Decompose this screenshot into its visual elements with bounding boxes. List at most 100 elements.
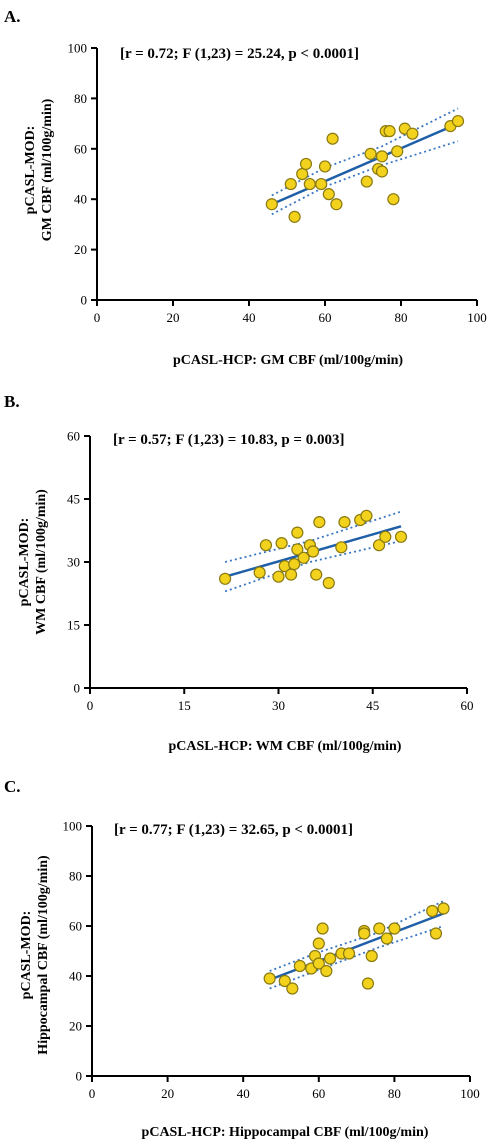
panel-a-y-axis-title-line1: pCASL-MOD: xyxy=(23,126,38,215)
panel-c-x-tick-label: 40 xyxy=(237,1086,250,1101)
panel-a-data-point xyxy=(387,193,400,206)
panel-c-x-tick-label: 0 xyxy=(89,1086,96,1101)
panel-c-x-tick-label: 20 xyxy=(161,1086,174,1101)
panel-b-data-point xyxy=(322,576,335,590)
panel-b-x-tick-label: 60 xyxy=(461,698,474,713)
panel-c-ci-lower-line xyxy=(269,925,444,990)
panel-b-ci-upper-line xyxy=(224,510,402,563)
panel-b-x-tick-label: 15 xyxy=(178,698,191,713)
panel-c-data-point xyxy=(388,922,401,935)
panel-c-data-point xyxy=(380,932,393,945)
panel-a-x-tick-label: 100 xyxy=(467,310,487,325)
panel-b-letter: B. xyxy=(4,392,20,411)
panel-c-y-tick-label: 80 xyxy=(69,869,82,884)
panel-b-data-point xyxy=(313,515,326,529)
panel-c-data-point xyxy=(286,982,299,995)
panel-c-y-axis-title-line1: pCASL-MOD: xyxy=(19,911,34,1000)
panel-a-letter: A. xyxy=(4,7,21,26)
panel-a-x-tick-label: 0 xyxy=(94,310,101,325)
panel-c-data-point xyxy=(373,922,386,935)
panel-a-y-tick-label: 0 xyxy=(81,293,88,308)
panel-a-x-axis-title: pCASL-HCP: GM CBF (ml/100g/min) xyxy=(173,353,403,368)
panel-b-y-axis-title-line2: WM CBF (ml/100g/min) xyxy=(34,489,49,635)
panel-c-data-point xyxy=(278,974,291,988)
panel-c-letter: C. xyxy=(4,777,21,796)
panel-c-data-point xyxy=(437,902,450,915)
panel-b-y-axis-title: pCASL-MOD: WM CBF (ml/100g/min) xyxy=(17,489,49,635)
panel-c-y-axis-title-line2: Hippocampal CBF (ml/100g/min) xyxy=(36,855,51,1055)
panel-b-data-point xyxy=(394,530,408,543)
panel-b-x-tick-label: 45 xyxy=(366,698,379,713)
panel-b-data-point xyxy=(310,568,323,581)
panel-b-data-point xyxy=(218,572,232,585)
panel-c-ci-upper-line xyxy=(269,900,444,972)
panel-a-data-point xyxy=(406,127,419,140)
panel-a-data-point xyxy=(375,165,389,178)
panel-c-x-axis-title: pCASL-HCP: Hippocampal CBF (ml/100g/min) xyxy=(142,1125,429,1140)
panel-b-data-point xyxy=(259,539,273,552)
panel-a-y-tick-label: 80 xyxy=(74,91,87,106)
panel-b-data-point xyxy=(360,509,373,522)
panel-b-y-tick-label: 60 xyxy=(67,429,80,444)
panel-c-data-point xyxy=(324,952,337,965)
panel-a-data-point xyxy=(322,188,335,201)
panel-a-stats: [r = 0.72; F (1,23) = 25.24, p < 0.0001] xyxy=(120,46,359,62)
panel-c-x-tick-label: 80 xyxy=(388,1086,401,1101)
panel-c-y-tick-label: 100 xyxy=(63,819,83,834)
panel-c-data-point xyxy=(365,949,378,963)
panel-b-data-point xyxy=(297,551,310,564)
panel-c-x-tick-label: 100 xyxy=(460,1086,480,1101)
panel-b-data-point xyxy=(284,568,298,581)
panel-a-data-point xyxy=(284,177,297,191)
panel-b-data-point xyxy=(272,570,285,583)
panel-b-data-point xyxy=(288,557,301,571)
panel-b-data-point xyxy=(335,541,348,554)
panel-a-data-point xyxy=(299,157,313,171)
panel-a-y-tick-label: 20 xyxy=(74,242,87,257)
panel-c: C. [r = 0.77; F (1,23) = 32.65, p < 0.00… xyxy=(4,777,480,1140)
panel-c-data-point xyxy=(263,972,276,985)
panel-a-ci-upper-line xyxy=(271,107,459,197)
panel-a-data-point xyxy=(375,150,389,163)
panel-a-regression-line xyxy=(271,122,459,206)
panel-a-x-tick-label: 80 xyxy=(395,310,408,325)
panel-b-data-point xyxy=(306,545,320,558)
panel-b-data-point xyxy=(338,515,351,529)
panel-c-data-point xyxy=(358,927,371,940)
panel-c-x-tick-label: 60 xyxy=(312,1086,325,1101)
panel-a-data-point xyxy=(364,147,377,160)
panel-a-y-tick-label: 100 xyxy=(68,41,88,56)
panel-b-y-tick-label: 15 xyxy=(67,618,80,633)
panel-b-x-tick-label: 0 xyxy=(87,698,94,713)
panel-b: B. [r = 0.57; F (1,23) = 10.83, p = 0.00… xyxy=(4,392,474,754)
panel-c-data-point xyxy=(316,922,329,935)
panel-b-data-point xyxy=(275,536,288,550)
panel-b-data-point xyxy=(291,526,304,539)
panel-a-data-point xyxy=(326,132,339,145)
panel-b-y-tick-label: 0 xyxy=(74,681,81,696)
panel-c-y-tick-label: 60 xyxy=(69,919,82,934)
panel-c-data-point xyxy=(312,937,325,950)
panel-a-y-axis-title-line2: GM CBF (ml/100g/min) xyxy=(40,98,55,241)
panel-a-y-axis-title: pCASL-MOD: GM CBF (ml/100g/min) xyxy=(23,98,55,241)
panel-c-data-point xyxy=(293,959,306,973)
panel-a-ci-lower-line xyxy=(271,140,459,216)
panel-a-data-point xyxy=(391,145,404,158)
panel-a-data-point xyxy=(296,167,309,181)
panel-c-data-point xyxy=(312,957,325,970)
panel-a-data-point xyxy=(360,175,373,188)
panel-a-x-tick-label: 20 xyxy=(167,310,180,325)
panel-b-data-point xyxy=(291,543,304,556)
panel-b-data-point xyxy=(379,530,392,543)
panel-a: A. [r = 0.72; F (1,23) = 25.24, p < 0.00… xyxy=(4,7,487,368)
panel-b-data-point xyxy=(372,539,386,552)
panel-a-data-point xyxy=(330,198,343,211)
panel-c-data-point xyxy=(342,947,356,960)
panel-c-data-point xyxy=(361,977,375,990)
panel-c-plot: 0 20 40 60 80 100 0 20 40 60 80 100 xyxy=(63,819,480,1102)
panel-a-data-point xyxy=(303,177,316,191)
panel-a-y-tick-label: 60 xyxy=(74,141,87,156)
panel-b-x-axis-title: pCASL-HCP: WM CBF (ml/100g/min) xyxy=(169,739,402,754)
panel-b-x-tick-label: 30 xyxy=(272,698,285,713)
